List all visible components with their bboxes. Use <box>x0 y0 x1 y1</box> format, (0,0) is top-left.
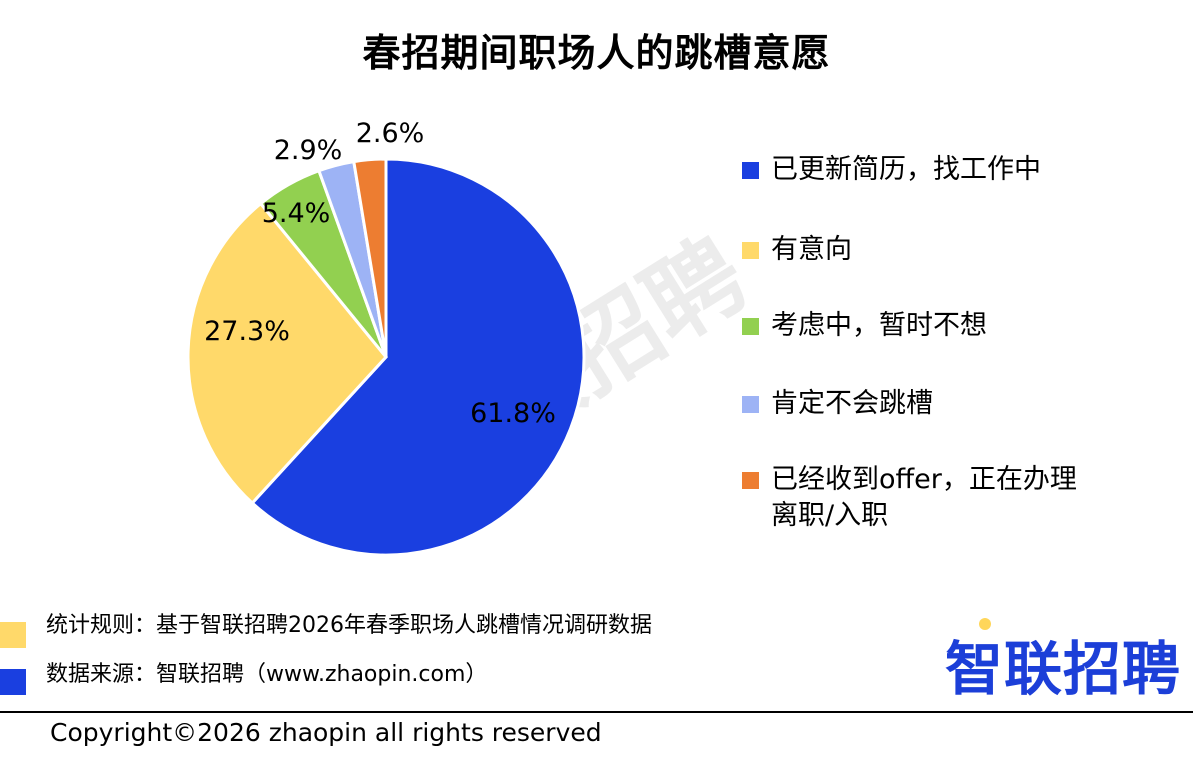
note-color-bar-1 <box>0 669 26 695</box>
note-color-bar-0 <box>0 622 26 648</box>
legend-swatch-4 <box>742 472 759 489</box>
pie-slice-1 <box>186 201 388 506</box>
zhaopin-logo: 智联招聘 <box>945 618 1182 706</box>
legend-label-0: 已更新简历，找工作中 <box>771 154 1041 185</box>
slice-label-0: 61.8% <box>470 398 556 429</box>
note-rule: 统计规则：基于智联招聘2026年春季职场人跳槽情况调研数据 <box>46 613 652 638</box>
legend-item-0: 已更新简历，找工作中 <box>742 152 1101 188</box>
logo-text: 智联招聘 <box>945 635 1182 703</box>
legend-label-3: 肯定不会跳槽 <box>771 388 933 419</box>
pie-slice-0 <box>250 157 586 557</box>
legend-item-4: 已经收到offer，正在办理离职/入职 <box>742 462 1101 534</box>
slice-label-1: 27.3% <box>204 316 290 347</box>
pie-slice-4 <box>352 157 388 358</box>
legend-item-2: 考虑中，暂时不想 <box>742 308 1101 344</box>
legend-swatch-0 <box>742 162 759 179</box>
legend-item-1: 有意向 <box>742 232 1101 268</box>
legend-label-2: 考虑中，暂时不想 <box>771 310 987 341</box>
slice-label-2: 5.4% <box>262 198 331 229</box>
logo-dot-icon <box>979 618 991 630</box>
legend-swatch-2 <box>742 318 759 335</box>
legend-swatch-3 <box>742 396 759 413</box>
note-source: 数据来源：智联招聘（www.zhaopin.com） <box>46 662 488 687</box>
legend-swatch-1 <box>742 242 759 259</box>
footer-divider <box>0 711 1193 713</box>
legend-label-1: 有意向 <box>771 234 852 265</box>
copyright: Copyright©2026 zhaopin all rights reserv… <box>50 718 602 747</box>
legend-label-4: 已经收到offer，正在办理离职/入职 <box>771 464 1077 531</box>
legend-item-3: 肯定不会跳槽 <box>742 386 1101 422</box>
slice-label-3: 2.9% <box>274 135 343 166</box>
chart-title: 春招期间职场人的跳槽意愿 <box>362 31 831 75</box>
slice-label-4: 2.6% <box>356 118 425 149</box>
